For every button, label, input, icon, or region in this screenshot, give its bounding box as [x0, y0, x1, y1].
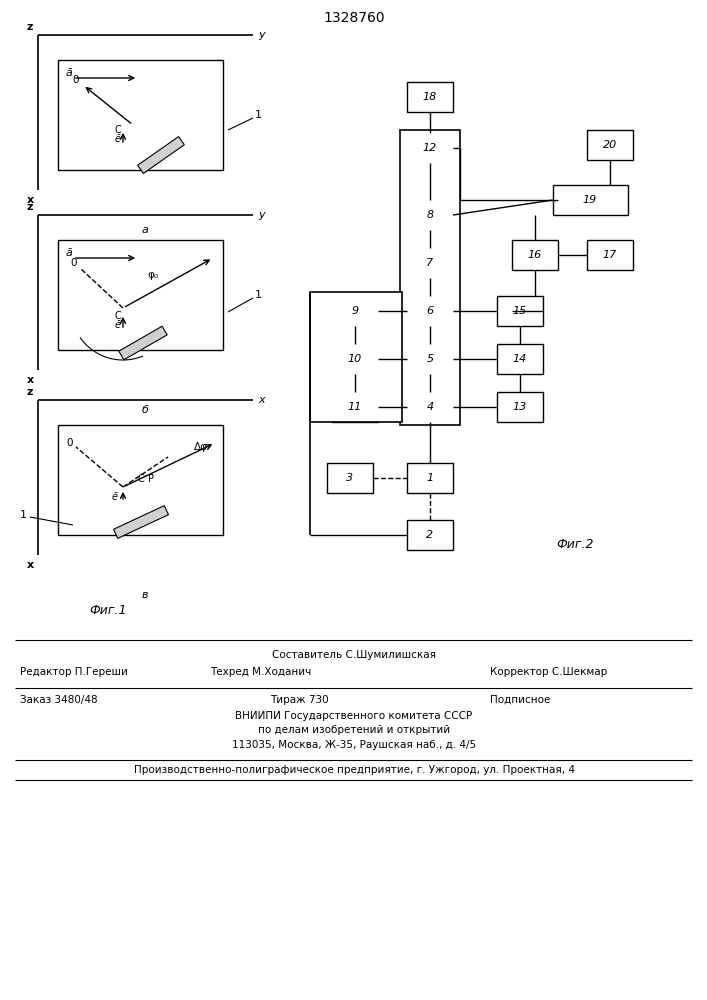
Text: 7: 7 — [426, 258, 433, 268]
Text: ē: ē — [115, 134, 121, 144]
Bar — [310, 292, 402, 422]
Bar — [407, 392, 453, 422]
Bar — [407, 344, 453, 374]
Text: Подписное: Подписное — [490, 695, 550, 705]
Text: C: C — [138, 474, 144, 484]
Bar — [407, 248, 453, 278]
Text: z: z — [27, 202, 33, 212]
Text: 13: 13 — [513, 402, 527, 412]
Text: y: y — [258, 210, 264, 220]
Bar — [58, 425, 223, 535]
Text: Составитель С.Шумилишская: Составитель С.Шумилишская — [272, 650, 436, 660]
Text: 6: 6 — [426, 306, 433, 316]
Bar — [119, 326, 167, 360]
Text: 8: 8 — [426, 210, 433, 220]
Text: 17: 17 — [603, 250, 617, 260]
Text: z: z — [27, 22, 33, 32]
Text: 2: 2 — [426, 530, 433, 540]
Text: C: C — [115, 311, 122, 321]
Text: 9: 9 — [351, 306, 358, 316]
Text: x: x — [258, 395, 264, 405]
Text: 1: 1 — [20, 510, 26, 520]
Bar — [332, 392, 378, 422]
Bar — [407, 200, 453, 230]
Bar — [327, 463, 373, 493]
Text: Редактор П.Гереши: Редактор П.Гереши — [20, 667, 128, 677]
Text: 11: 11 — [348, 402, 362, 412]
Text: Корректор С.Шекмар: Корректор С.Шекмар — [490, 667, 607, 677]
Text: Заказ 3480/48: Заказ 3480/48 — [20, 695, 98, 705]
Text: ā: ā — [66, 68, 73, 78]
Text: Δφ: Δφ — [194, 442, 208, 452]
Text: C: C — [115, 125, 122, 135]
Text: 1: 1 — [255, 110, 262, 120]
Text: 0: 0 — [71, 258, 77, 268]
Text: P̄: P̄ — [148, 474, 154, 484]
Text: 19: 19 — [583, 195, 597, 205]
Bar — [407, 133, 453, 163]
Text: ē: ē — [115, 320, 121, 330]
Bar — [512, 240, 558, 270]
Text: 14: 14 — [513, 354, 527, 364]
Bar — [587, 130, 633, 160]
Text: 20: 20 — [603, 140, 617, 150]
Text: по делам изобретений и открытий: по делам изобретений и открытий — [258, 725, 450, 735]
Text: 10: 10 — [348, 354, 362, 364]
Text: 15: 15 — [513, 306, 527, 316]
Bar — [587, 240, 633, 270]
Bar — [58, 240, 223, 350]
Bar — [407, 463, 453, 493]
Bar — [332, 344, 378, 374]
Text: x: x — [26, 560, 33, 570]
Text: x: x — [26, 375, 33, 385]
Text: Производственно-полиграфическое предприятие, г. Ужгород, ул. Проектная, 4: Производственно-полиграфическое предприя… — [134, 765, 575, 775]
Bar — [497, 392, 543, 422]
Text: Фиг.2: Фиг.2 — [556, 538, 594, 552]
Text: Фиг.1: Фиг.1 — [89, 603, 127, 616]
Bar — [407, 520, 453, 550]
Text: φ₀: φ₀ — [148, 270, 158, 280]
Text: 16: 16 — [528, 250, 542, 260]
Bar — [332, 296, 378, 326]
Text: 4: 4 — [426, 402, 433, 412]
Text: z: z — [27, 387, 33, 397]
Text: Тираж 730: Тираж 730 — [270, 695, 329, 705]
Text: 113035, Москва, Ж-35, Раушская наб., д. 4/5: 113035, Москва, Ж-35, Раушская наб., д. … — [232, 740, 476, 750]
Bar — [114, 506, 168, 538]
Text: Техред М.Ходанич: Техред М.Ходанич — [210, 667, 311, 677]
Text: ē: ē — [112, 492, 118, 502]
Bar — [407, 192, 453, 422]
Bar — [407, 296, 453, 326]
Text: 1: 1 — [255, 290, 262, 300]
Bar — [497, 344, 543, 374]
Bar — [58, 60, 223, 170]
Bar — [553, 185, 628, 215]
Text: 5: 5 — [426, 354, 433, 364]
Text: y: y — [258, 30, 264, 40]
Text: 1: 1 — [426, 473, 433, 483]
Text: 0: 0 — [73, 75, 79, 85]
Bar — [407, 82, 453, 112]
Text: 12: 12 — [423, 143, 437, 153]
Bar — [497, 296, 543, 326]
Text: 3: 3 — [346, 473, 354, 483]
Text: x: x — [26, 195, 33, 205]
Text: б: б — [141, 405, 148, 415]
Text: 1328760: 1328760 — [323, 11, 385, 25]
Text: a: a — [141, 225, 148, 235]
Bar — [138, 137, 185, 173]
Bar — [400, 130, 460, 425]
Text: в: в — [141, 590, 148, 600]
Text: ВНИИПИ Государственного комитета СССР: ВНИИПИ Государственного комитета СССР — [235, 711, 472, 721]
Text: ā: ā — [66, 248, 73, 258]
Text: 0: 0 — [66, 438, 74, 448]
Text: 18: 18 — [423, 92, 437, 102]
